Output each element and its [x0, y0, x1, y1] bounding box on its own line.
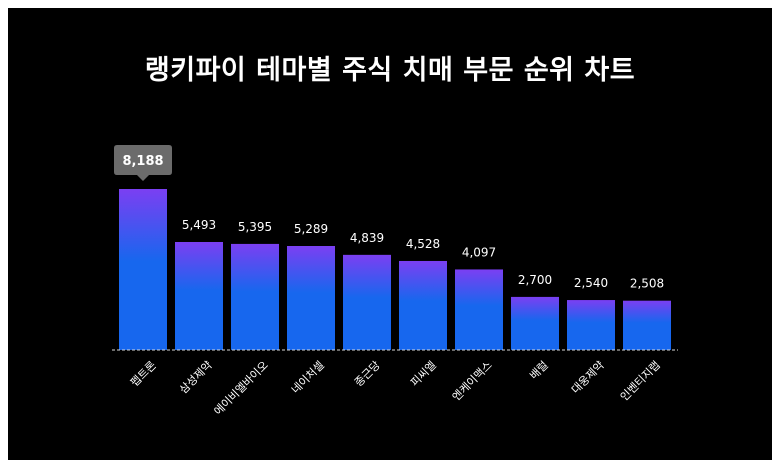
- bar-6[interactable]: [399, 260, 447, 350]
- value-label-1: 8,188: [122, 154, 163, 169]
- value-label-2: 5,493: [182, 218, 216, 232]
- bar-9[interactable]: [567, 300, 615, 350]
- bar-8[interactable]: [511, 296, 559, 350]
- value-label-10: 2,508: [630, 277, 664, 291]
- value-label-9: 2,540: [574, 276, 608, 290]
- bar-1[interactable]: [119, 189, 167, 350]
- category-label-2: 삼성제약: [176, 358, 215, 397]
- bar-10[interactable]: [623, 300, 671, 350]
- category-label-4: 네이처셀: [289, 359, 327, 397]
- value-label-7: 4,097: [462, 245, 496, 259]
- bar-3[interactable]: [231, 243, 279, 350]
- category-label-7: 엔케이맥스: [450, 359, 495, 404]
- value-label-3: 5,395: [238, 220, 272, 234]
- value-label-8: 2,700: [518, 273, 552, 287]
- category-label-1: 펩트론: [128, 359, 159, 390]
- category-label-6: 피씨엘: [408, 359, 439, 390]
- value-label-5: 4,839: [350, 231, 384, 245]
- bar-4[interactable]: [287, 246, 335, 350]
- category-label-3: 에이비엘바이오: [211, 359, 270, 418]
- value-label-4: 5,289: [294, 222, 328, 236]
- top-value-tooltip: [114, 145, 172, 181]
- value-label-6: 4,528: [406, 237, 440, 251]
- bar-2[interactable]: [175, 241, 223, 350]
- category-label-5: 종근당: [352, 359, 383, 390]
- bar-5[interactable]: [343, 254, 391, 350]
- chart-title: 랭키파이 테마별 주식 치매 부문 순위 차트: [144, 55, 636, 86]
- bar-7[interactable]: [455, 269, 503, 350]
- category-label-8: 배럴: [527, 359, 551, 383]
- category-label-10: 인벤티지랩: [618, 359, 663, 404]
- category-label-9: 대웅제약: [568, 358, 607, 397]
